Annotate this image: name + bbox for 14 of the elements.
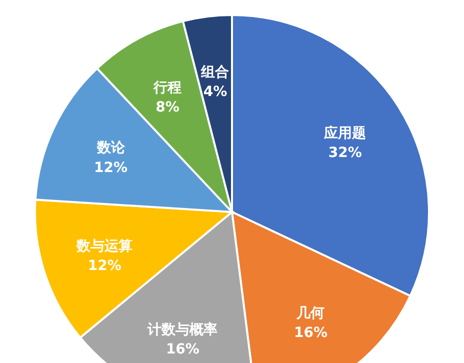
data-label: 4% — [203, 84, 228, 100]
slice-label: 数与运算 — [76, 238, 133, 255]
data-label: 32% — [328, 145, 362, 162]
data-label: 8% — [156, 99, 180, 116]
data-label: 12% — [94, 160, 128, 176]
data-label: 16% — [166, 341, 200, 358]
data-label: 12% — [88, 258, 122, 274]
slice-label: 几何 — [296, 306, 325, 322]
slice-label: 行程 — [152, 80, 182, 96]
slice-label: 应用题 — [323, 124, 366, 142]
slice-label: 数论 — [96, 140, 126, 156]
slice-label: 计数与概率 — [146, 320, 218, 338]
slice-label: 组合 — [200, 64, 230, 80]
data-label: 16% — [294, 325, 328, 342]
